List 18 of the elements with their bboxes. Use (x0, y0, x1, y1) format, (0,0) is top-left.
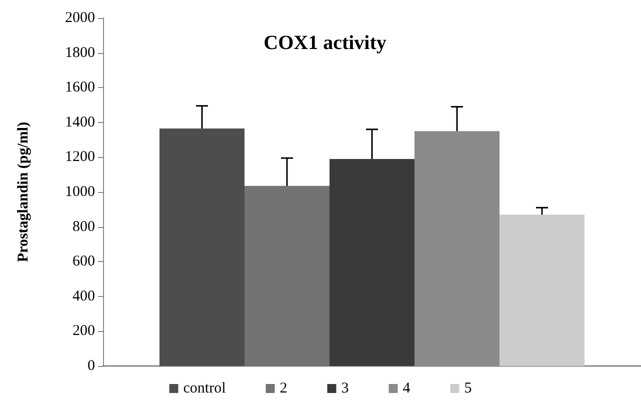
y-tick-label: 400 (72, 288, 95, 304)
text: COX1 activity (264, 32, 386, 54)
y-tick-label: 200 (72, 323, 95, 340)
legend-label: 3 (341, 380, 349, 396)
legend-label: 2 (280, 380, 288, 396)
y-tick-label: 800 (72, 218, 95, 235)
legend-label: 5 (464, 380, 472, 396)
legend-label: 4 (402, 380, 411, 396)
y-tick-label: 1400 (65, 114, 95, 130)
y-tick-label: 2000 (65, 10, 95, 26)
y-tick-label: 1600 (65, 80, 95, 96)
y-tick-label: 1200 (65, 149, 95, 166)
legend-label: control (183, 380, 226, 396)
y-tick-label: 1800 (65, 44, 95, 61)
y-axis-title: Prostaglandin (pg/ml) (16, 122, 32, 262)
y-tick-label: 0 (88, 358, 95, 374)
y-tick-label: 600 (72, 254, 95, 270)
y-tick-label: 1000 (65, 184, 95, 200)
